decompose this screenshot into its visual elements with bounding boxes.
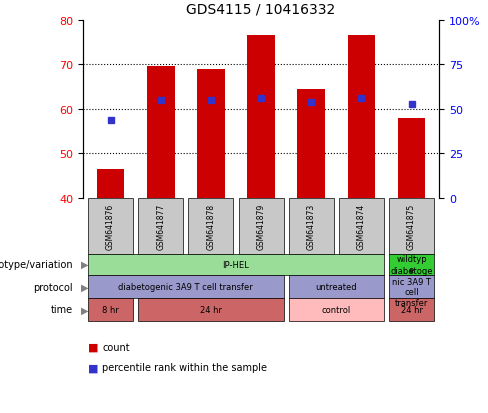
- Text: percentile rank within the sample: percentile rank within the sample: [102, 363, 267, 373]
- Bar: [289, 275, 384, 299]
- Text: wildtyp
e: wildtyp e: [396, 255, 427, 274]
- Text: ▶: ▶: [81, 282, 88, 292]
- Bar: [389, 275, 434, 299]
- Text: GSM641873: GSM641873: [307, 203, 316, 249]
- Bar: [289, 299, 384, 321]
- Text: IP-HEL: IP-HEL: [223, 260, 249, 269]
- Text: GSM641875: GSM641875: [407, 203, 416, 249]
- Text: 8 hr: 8 hr: [102, 305, 119, 314]
- Text: untreated: untreated: [316, 282, 357, 291]
- Text: GSM641877: GSM641877: [156, 203, 165, 249]
- Bar: [239, 198, 284, 254]
- Bar: [398, 118, 426, 198]
- Bar: [88, 299, 133, 321]
- Bar: [389, 299, 434, 321]
- Bar: [197, 69, 224, 198]
- Text: diabetoge
nic 3A9 T
cell
transfer: diabetoge nic 3A9 T cell transfer: [390, 267, 433, 307]
- Bar: [147, 67, 175, 198]
- Bar: [138, 198, 183, 254]
- Bar: [97, 169, 124, 198]
- Text: GSM641879: GSM641879: [257, 203, 265, 249]
- Text: genotype/variation: genotype/variation: [0, 259, 73, 270]
- Text: diabetogenic 3A9 T cell transfer: diabetogenic 3A9 T cell transfer: [119, 282, 253, 291]
- Bar: [247, 36, 275, 198]
- Text: ▶: ▶: [81, 259, 88, 270]
- Bar: [88, 275, 284, 299]
- Text: ▶: ▶: [81, 305, 88, 315]
- Text: 24 hr: 24 hr: [401, 305, 423, 314]
- Bar: [88, 254, 384, 275]
- Text: protocol: protocol: [34, 282, 73, 292]
- Text: ■: ■: [88, 363, 99, 373]
- Bar: [389, 198, 434, 254]
- Bar: [298, 90, 325, 198]
- Text: ■: ■: [88, 342, 99, 352]
- Bar: [138, 299, 284, 321]
- Text: control: control: [322, 305, 351, 314]
- Bar: [188, 198, 233, 254]
- Bar: [289, 198, 334, 254]
- Text: count: count: [102, 342, 130, 352]
- Bar: [347, 36, 375, 198]
- Text: GSM641874: GSM641874: [357, 203, 366, 249]
- Bar: [339, 198, 384, 254]
- Title: GDS4115 / 10416332: GDS4115 / 10416332: [186, 3, 336, 17]
- Text: GSM641878: GSM641878: [206, 203, 215, 249]
- Text: GSM641876: GSM641876: [106, 203, 115, 249]
- Bar: [88, 198, 133, 254]
- Bar: [389, 254, 434, 275]
- Text: time: time: [51, 305, 73, 315]
- Text: 24 hr: 24 hr: [200, 305, 222, 314]
